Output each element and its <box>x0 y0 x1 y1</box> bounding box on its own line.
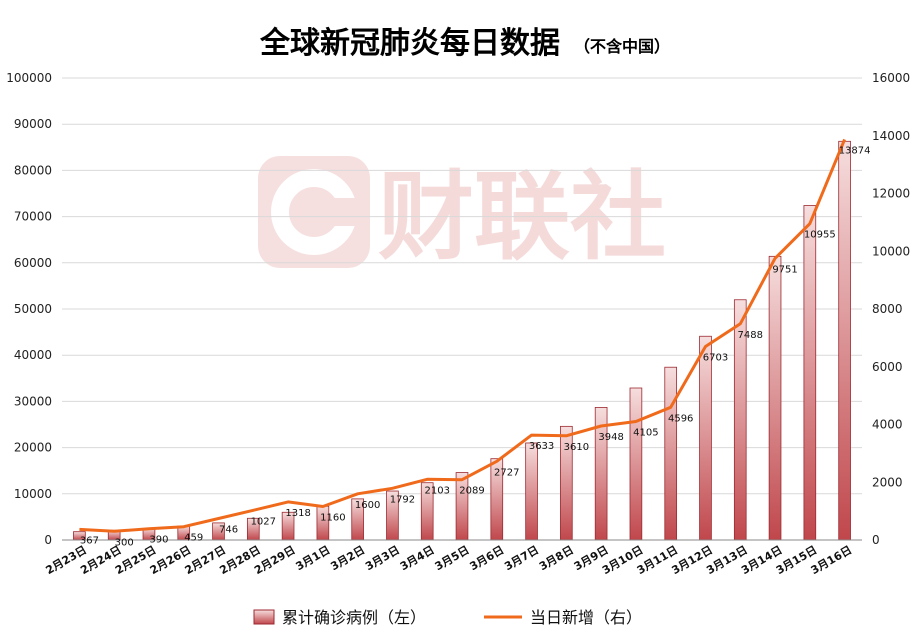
x-tick-label: 3月2日 <box>328 543 367 573</box>
line-data-label: 7488 <box>738 330 763 341</box>
bar-series <box>73 140 851 541</box>
x-tick-label: 3月3日 <box>363 543 402 573</box>
chart-title: 全球新冠肺炎每日数据 <box>259 26 560 61</box>
x-tick-label: 3月5日 <box>433 543 472 573</box>
line-data-label: 2089 <box>459 486 484 497</box>
x-tick-label: 3月6日 <box>467 543 506 573</box>
right-axis: 0 2000 4000 6000 8000 10000 12000 14000 16000 <box>872 71 910 547</box>
right-axis-tick-label: 10000 <box>872 244 910 258</box>
left-axis-tick-label: 70000 <box>14 210 52 224</box>
line-data-label: 1160 <box>320 513 345 524</box>
right-axis-tick-label: 8000 <box>872 302 903 316</box>
legend-label-bar: 累计确诊病例（左） <box>282 608 426 627</box>
line-data-label: 1600 <box>355 500 380 511</box>
x-tick-label: 3月4日 <box>398 543 437 573</box>
bar <box>768 255 782 541</box>
line-data-label: 746 <box>219 524 238 535</box>
left-axis-tick-label: 80000 <box>14 163 52 177</box>
line-data-label: 9751 <box>772 264 797 275</box>
right-axis-tick-label: 6000 <box>872 360 903 374</box>
line-data-label: 3948 <box>598 432 623 443</box>
bar <box>525 442 538 541</box>
right-axis-tick-label: 12000 <box>872 187 910 201</box>
x-axis: 2月23日2月24日2月25日2月26日2月27日2月28日2月29日3月1日3… <box>43 543 854 577</box>
x-tick-label: 3月8日 <box>537 543 576 573</box>
left-axis-tick-label: 0 <box>44 533 52 547</box>
line-data-label: 6703 <box>703 352 728 363</box>
bar <box>699 335 712 541</box>
line-data-label: 3610 <box>564 442 589 453</box>
watermark: 财联社 <box>258 156 666 273</box>
line-data-label: 1027 <box>251 516 276 527</box>
gridlines <box>62 77 862 495</box>
right-axis-tick-label: 0 <box>872 533 880 547</box>
legend: 累计确诊病例（左） 当日新增（右） <box>253 608 642 627</box>
legend-label-line: 当日新增（右） <box>530 608 642 627</box>
line-data-label: 367 <box>80 535 99 546</box>
right-axis-tick-label: 16000 <box>872 71 910 85</box>
left-axis-tick-label: 100000 <box>6 71 52 85</box>
line-data-label: 300 <box>115 537 134 548</box>
bar <box>838 140 851 541</box>
line-data-label: 4105 <box>633 427 658 438</box>
left-axis-tick-label: 50000 <box>14 302 52 316</box>
left-axis-tick-label: 20000 <box>14 441 52 455</box>
left-axis: 0 10000 20000 30000 40000 50000 60000 70000 8000… <box>6 71 52 547</box>
line-series-path <box>79 138 846 533</box>
right-axis-tick-label: 14000 <box>872 129 910 143</box>
right-axis-tick-label: 4000 <box>872 418 903 432</box>
line-data-label: 4596 <box>668 413 693 424</box>
bar <box>455 472 469 541</box>
bar <box>803 205 817 541</box>
bar <box>629 387 643 541</box>
line-data-label: 1318 <box>285 508 310 519</box>
left-axis-tick-label: 60000 <box>14 256 52 270</box>
x-tick-label: 3月1日 <box>294 543 333 573</box>
line-data-label: 390 <box>149 535 168 546</box>
left-axis-tick-label: 10000 <box>14 487 52 501</box>
line-data-label: 13874 <box>839 145 871 156</box>
line-data-label: 10955 <box>804 230 836 241</box>
x-tick-label: 3月7日 <box>502 543 541 573</box>
line-series <box>79 138 846 533</box>
left-axis-tick-label: 30000 <box>14 394 52 408</box>
line-data-labels: 367 300 390 459 746 1027 1318 1160 1600 1792 2103 2… <box>80 145 871 548</box>
right-axis-tick-label: 2000 <box>872 475 903 489</box>
watermark-logo-gap <box>330 198 364 226</box>
legend-swatch-bar <box>253 609 275 625</box>
chart-subtitle: （不含中国） <box>574 37 670 56</box>
line-data-label: 2727 <box>494 467 519 478</box>
line-data-label: 459 <box>184 533 203 544</box>
line-data-label: 3633 <box>529 441 554 452</box>
bar <box>664 366 678 541</box>
line-data-label: 2103 <box>424 485 449 496</box>
left-axis-tick-label: 40000 <box>14 348 52 362</box>
left-axis-tick-label: 90000 <box>14 117 52 131</box>
line-data-label: 1792 <box>390 494 415 505</box>
